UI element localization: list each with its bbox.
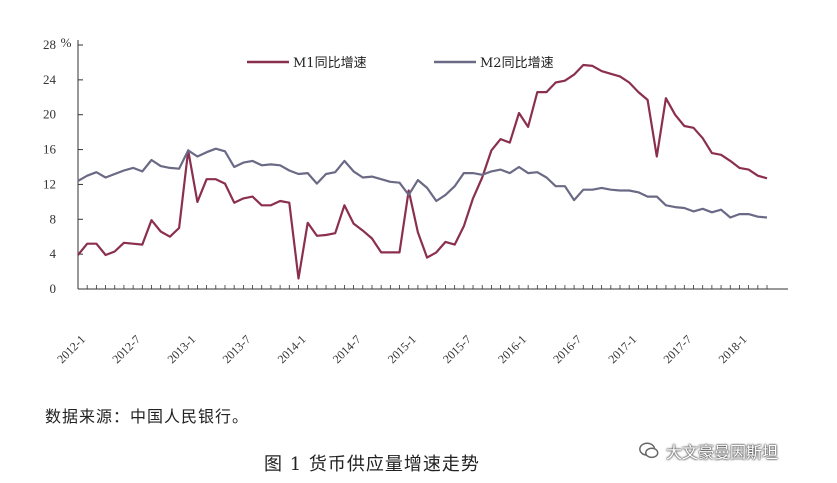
y-tick-label: 24 [43,72,57,87]
chart: 0 4 8 12 16 20 24 28 % 2012-1 2012-7 2013-1 2013-7 20… [43,35,788,366]
y-tick-label: 16 [43,142,57,157]
y-tick-label: 0 [50,281,57,296]
y-unit-label: % [61,35,72,50]
x-tick-label: 2017-7 [661,332,695,366]
y-tick-label: 4 [50,246,57,261]
wechat-icon [639,442,659,459]
y-tick-label: 28 [43,37,56,52]
x-tick-label: 2014-1 [275,332,309,366]
legend-m1-label: M1同比增速 [293,56,367,71]
y-tick-label: 8 [50,211,57,226]
x-tick-label: 2013-7 [220,332,254,366]
x-tick-label: 2015-7 [440,332,474,366]
y-tick-label: 20 [43,107,56,122]
watermark: 大文豪曼因斯坦 [638,440,778,462]
watermark-text: 大文豪曼因斯坦 [666,443,779,462]
m1-series-line [77,63,768,280]
m2-series-line [77,147,768,219]
axes: 0 4 8 12 16 20 24 28 % 2012-1 2012-7 2013-1 2013-7 20… [43,35,788,366]
legend: M1同比增速 M2同比增速 [247,56,554,71]
x-tick-label: 2018-1 [716,332,750,366]
legend-m2-label: M2同比增速 [480,56,554,71]
x-tick-label: 2013-1 [164,332,198,366]
x-tick-label: 2014-7 [330,332,364,366]
data-source-note: 数据来源：中国人民银行。 [45,407,250,426]
x-tick-label: 2012-7 [109,332,143,366]
y-tick-label: 12 [43,176,56,191]
x-tick-label: 2016-1 [495,332,529,366]
x-tick-label: 2016-7 [550,332,584,366]
x-tick-label: 2015-1 [385,332,419,366]
x-tick-label: 2017-1 [605,332,639,366]
figure-caption: 图 1 货币供应量增速走势 [264,454,480,475]
x-tick-label: 2012-1 [54,332,88,366]
series-layer [77,63,768,280]
